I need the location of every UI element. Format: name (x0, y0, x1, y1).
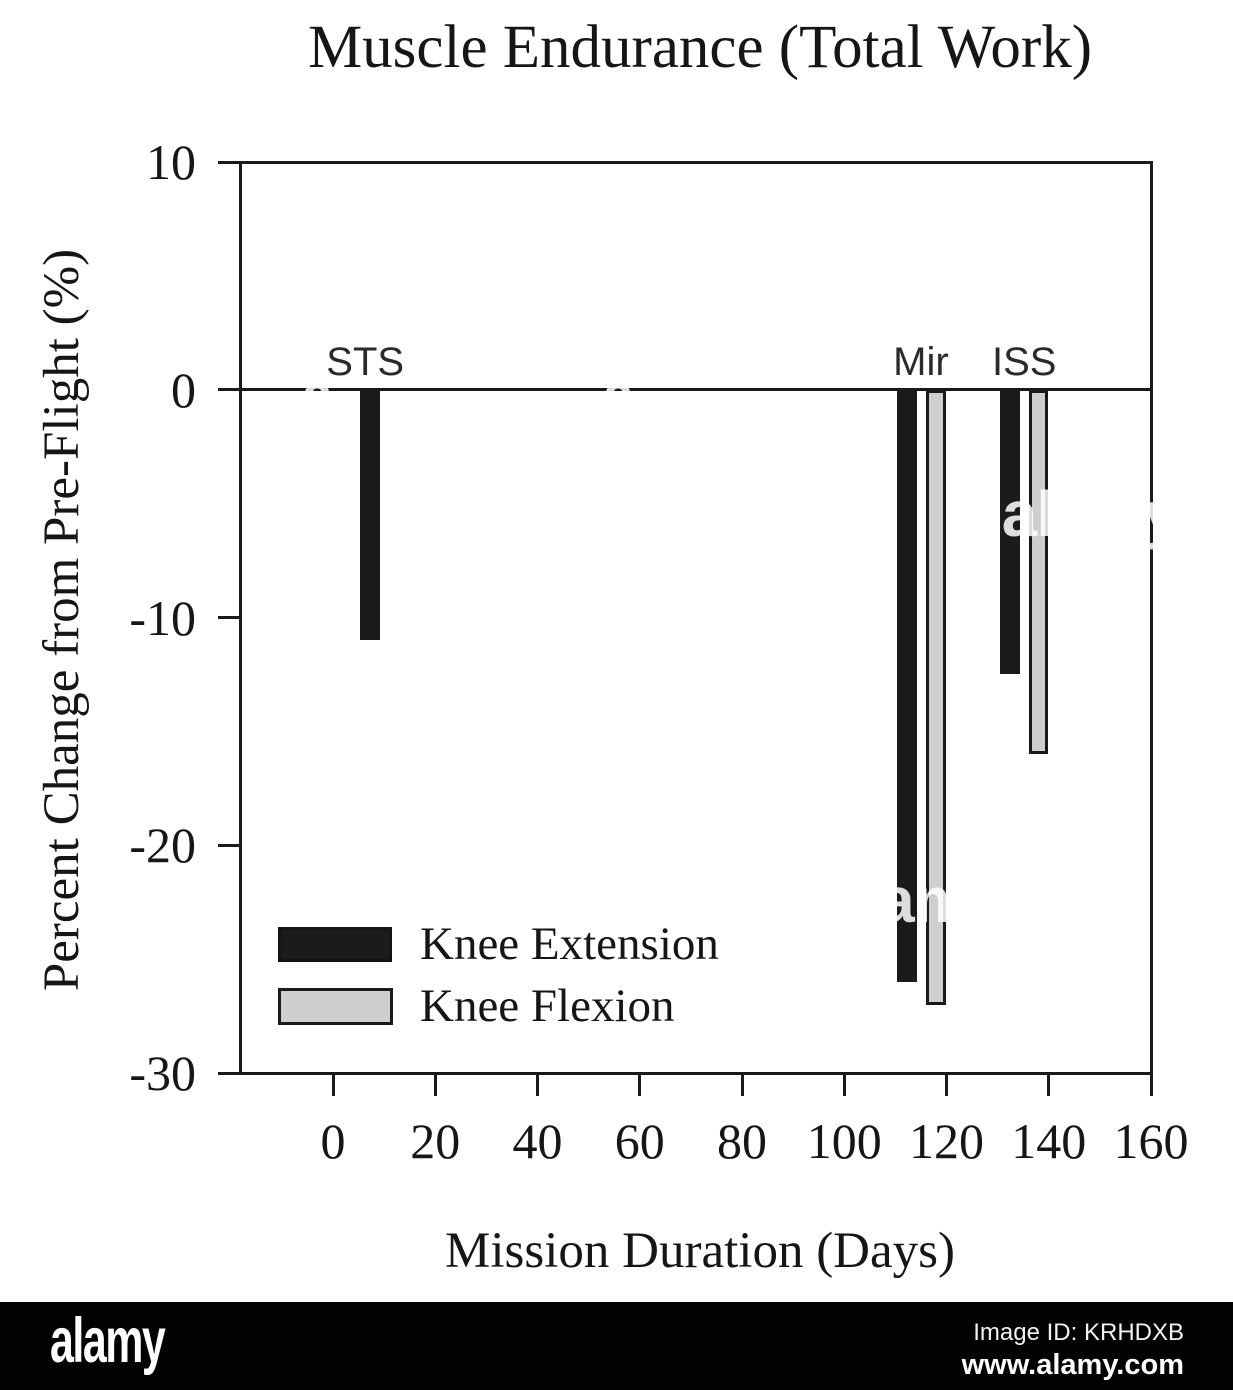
zero-baseline (241, 388, 1150, 392)
alamy-logo: alamy (50, 1305, 166, 1376)
y-axis-tick (217, 388, 239, 392)
y-tick-label: 0 (171, 361, 196, 418)
x-tick-label: 20 (410, 1113, 461, 1169)
y-axis-tick (217, 843, 239, 847)
bar-sts-knee-extension (359, 390, 380, 641)
y-tick-label: -30 (129, 1045, 196, 1101)
x-axis-tick (331, 1074, 335, 1096)
bar-iss-knee-extension (999, 390, 1020, 675)
x-tick-label: 120 (909, 1113, 984, 1169)
alamy-watermark-text: a (301, 362, 333, 426)
x-axis-tick (638, 1074, 642, 1096)
x-tick-label: 60 (614, 1113, 665, 1169)
group-label-iss: ISS (991, 339, 1057, 384)
x-axis-tick (1149, 1074, 1153, 1096)
legend-swatch-knee-extension (278, 927, 392, 962)
x-tick-label: 40 (512, 1113, 563, 1169)
bar-mir-knee-flexion (925, 390, 946, 1005)
group-label-mir: Mir (893, 339, 949, 384)
y-tick-label: -10 (129, 589, 196, 646)
footer-url: www.alamy.com (961, 1349, 1184, 1381)
x-axis-tick (740, 1074, 744, 1096)
x-tick-label: 140 (1011, 1113, 1087, 1169)
legend-label-knee-extension: Knee Extension (420, 918, 719, 970)
chart-title: Muscle Endurance (Total Work) (307, 14, 1093, 81)
footer-image-id: Image ID: KRHDXB (973, 1319, 1184, 1346)
bar-mir-knee-extension (896, 390, 917, 982)
x-axis-tick (945, 1074, 948, 1096)
x-tick-label: 100 (806, 1113, 882, 1169)
alamy-watermark-text: a (602, 362, 634, 426)
y-axis-tick (217, 616, 239, 619)
y-axis-tick (217, 160, 239, 164)
x-axis-tick (1047, 1074, 1051, 1096)
x-axis-tick (536, 1074, 539, 1096)
x-axis-tick (433, 1074, 437, 1096)
legend-label-knee-flexion: Knee Flexion (420, 980, 675, 1032)
x-tick-label: 160 (1113, 1113, 1189, 1169)
alamy-watermark-text: alamy (1001, 478, 1179, 550)
x-axis-tick (842, 1074, 846, 1096)
bar-iss-knee-flexion (1028, 390, 1049, 755)
group-label-sts: STS (326, 339, 405, 384)
alamy-watermark-text: alamy (827, 864, 1005, 936)
x-axis-label: Mission Duration (Days) (445, 1223, 955, 1279)
legend-swatch-knee-flexion (278, 988, 393, 1025)
y-axis-tick (217, 1071, 239, 1075)
footer-bar: alamy Image ID: KRHDXB www.alamy.com (0, 1302, 1233, 1390)
y-tick-label: 10 (146, 134, 196, 190)
y-tick-label: -20 (129, 817, 196, 874)
x-tick-label: 0 (320, 1113, 346, 1169)
x-tick-label: 80 (717, 1113, 767, 1169)
